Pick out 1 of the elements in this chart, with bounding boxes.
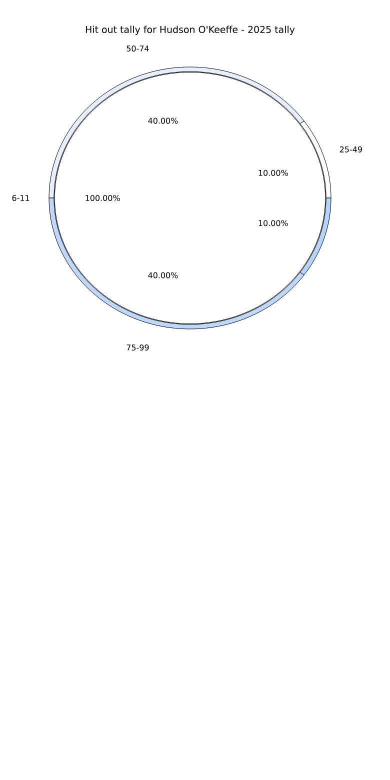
chart-title: Hit out tally for Hudson O'Keeffe - 2025 tally (86, 26, 295, 35)
